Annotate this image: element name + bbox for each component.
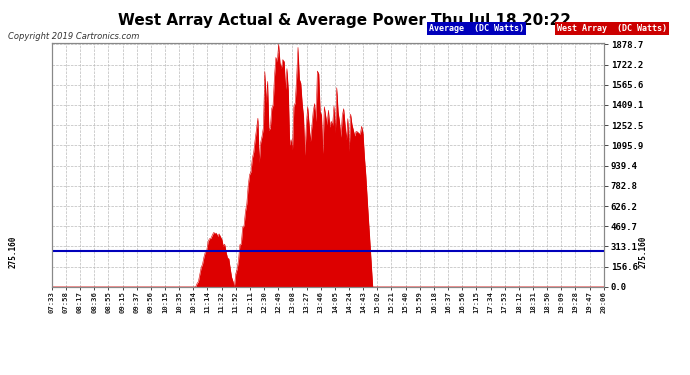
Text: Average  (DC Watts): Average (DC Watts) (429, 24, 524, 33)
Text: 275.160: 275.160 (638, 235, 647, 267)
Text: West Array Actual & Average Power Thu Jul 18 20:22: West Array Actual & Average Power Thu Ju… (119, 13, 571, 28)
Text: Copyright 2019 Cartronics.com: Copyright 2019 Cartronics.com (8, 32, 139, 41)
Text: West Array  (DC Watts): West Array (DC Watts) (557, 24, 667, 33)
Text: 275.160: 275.160 (8, 235, 17, 267)
